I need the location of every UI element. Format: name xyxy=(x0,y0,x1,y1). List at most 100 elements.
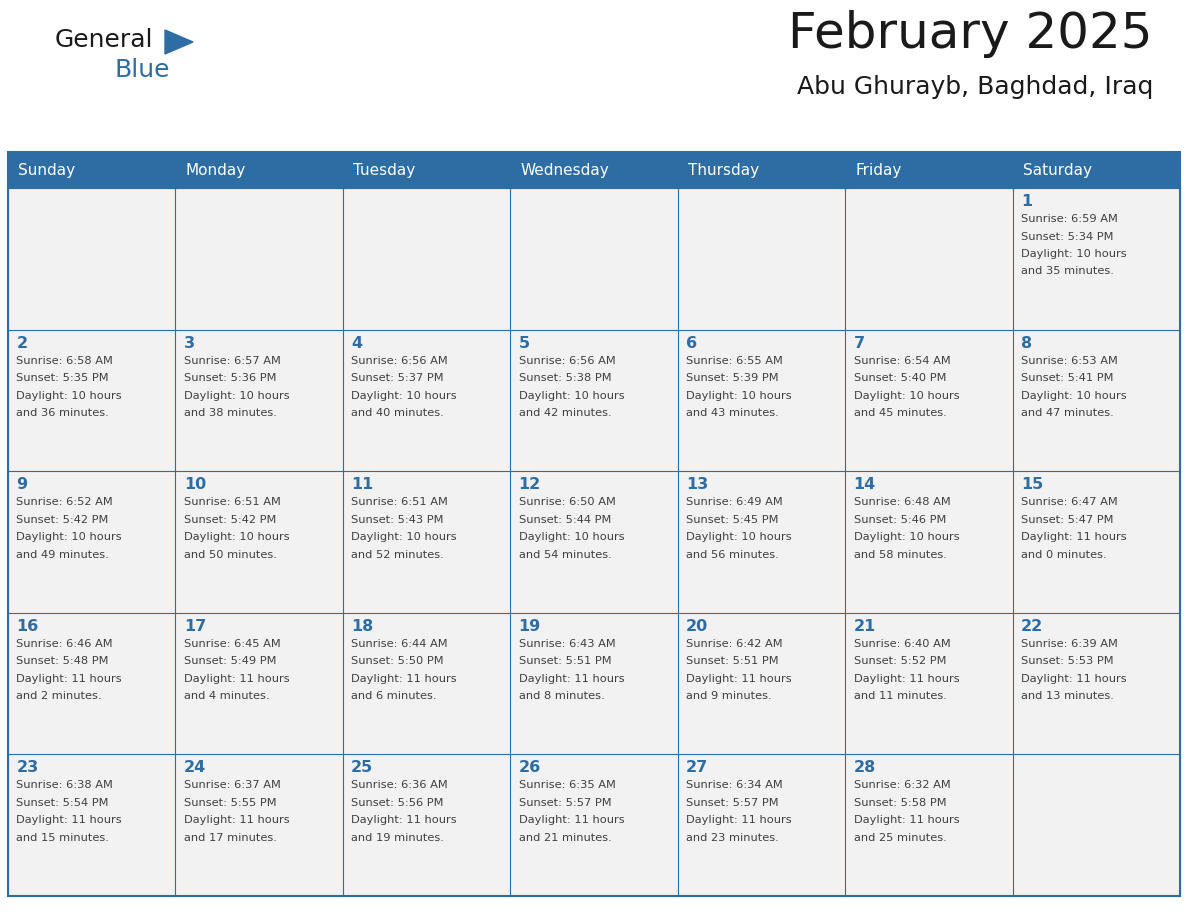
Bar xyxy=(8,613,176,755)
Text: 16: 16 xyxy=(17,619,39,633)
Text: 18: 18 xyxy=(352,619,373,633)
Text: Sunset: 5:39 PM: Sunset: 5:39 PM xyxy=(687,373,778,383)
Bar xyxy=(845,613,1012,755)
Text: 4: 4 xyxy=(352,336,362,351)
Bar xyxy=(1012,330,1180,471)
Text: Daylight: 11 hours: Daylight: 11 hours xyxy=(352,674,457,684)
Text: Sunset: 5:58 PM: Sunset: 5:58 PM xyxy=(853,798,946,808)
Bar xyxy=(176,755,343,896)
Text: and 38 minutes.: and 38 minutes. xyxy=(184,409,277,418)
Text: Daylight: 10 hours: Daylight: 10 hours xyxy=(1020,249,1126,259)
Text: Sunrise: 6:55 AM: Sunrise: 6:55 AM xyxy=(687,355,783,365)
Text: and 4 minutes.: and 4 minutes. xyxy=(184,691,270,701)
Text: Daylight: 10 hours: Daylight: 10 hours xyxy=(17,390,122,400)
Bar xyxy=(1012,188,1180,330)
Text: 23: 23 xyxy=(17,760,39,776)
Bar xyxy=(677,755,845,896)
Bar xyxy=(677,152,845,188)
Text: and 0 minutes.: and 0 minutes. xyxy=(1020,550,1106,560)
Text: 5: 5 xyxy=(519,336,530,351)
Text: Sunset: 5:48 PM: Sunset: 5:48 PM xyxy=(17,656,109,666)
Bar xyxy=(343,188,511,330)
Text: Daylight: 11 hours: Daylight: 11 hours xyxy=(687,815,791,825)
Text: and 52 minutes.: and 52 minutes. xyxy=(352,550,444,560)
Text: Thursday: Thursday xyxy=(688,162,759,177)
Bar xyxy=(176,152,343,188)
Text: and 40 minutes.: and 40 minutes. xyxy=(352,409,444,418)
Text: Sunrise: 6:40 AM: Sunrise: 6:40 AM xyxy=(853,639,950,649)
Text: and 54 minutes.: and 54 minutes. xyxy=(519,550,612,560)
Text: and 13 minutes.: and 13 minutes. xyxy=(1020,691,1114,701)
Text: Sunrise: 6:52 AM: Sunrise: 6:52 AM xyxy=(17,498,113,508)
Bar xyxy=(176,613,343,755)
Text: February 2025: February 2025 xyxy=(789,10,1154,58)
Text: and 6 minutes.: and 6 minutes. xyxy=(352,691,437,701)
Text: 6: 6 xyxy=(687,336,697,351)
Text: Sunset: 5:34 PM: Sunset: 5:34 PM xyxy=(1020,231,1113,241)
Text: Daylight: 11 hours: Daylight: 11 hours xyxy=(853,674,959,684)
Text: Sunrise: 6:45 AM: Sunrise: 6:45 AM xyxy=(184,639,280,649)
Text: Sunrise: 6:51 AM: Sunrise: 6:51 AM xyxy=(184,498,280,508)
Text: Daylight: 10 hours: Daylight: 10 hours xyxy=(184,532,290,543)
Text: Sunset: 5:52 PM: Sunset: 5:52 PM xyxy=(853,656,946,666)
Text: Sunset: 5:54 PM: Sunset: 5:54 PM xyxy=(17,798,109,808)
Text: 14: 14 xyxy=(853,477,876,492)
Text: Sunrise: 6:35 AM: Sunrise: 6:35 AM xyxy=(519,780,615,790)
Text: 27: 27 xyxy=(687,760,708,776)
Text: and 49 minutes.: and 49 minutes. xyxy=(17,550,109,560)
Text: Daylight: 11 hours: Daylight: 11 hours xyxy=(1020,674,1126,684)
Bar xyxy=(511,188,677,330)
Text: Daylight: 11 hours: Daylight: 11 hours xyxy=(17,815,122,825)
Text: 19: 19 xyxy=(519,619,541,633)
Text: Sunset: 5:51 PM: Sunset: 5:51 PM xyxy=(519,656,612,666)
Text: 3: 3 xyxy=(184,336,195,351)
Bar xyxy=(8,152,176,188)
Bar xyxy=(845,755,1012,896)
Text: and 11 minutes.: and 11 minutes. xyxy=(853,691,947,701)
Text: Saturday: Saturday xyxy=(1023,162,1092,177)
Text: 20: 20 xyxy=(687,619,708,633)
Text: and 2 minutes.: and 2 minutes. xyxy=(17,691,102,701)
Text: Daylight: 11 hours: Daylight: 11 hours xyxy=(184,674,290,684)
Text: and 25 minutes.: and 25 minutes. xyxy=(853,833,947,843)
Bar xyxy=(677,188,845,330)
Text: Sunrise: 6:46 AM: Sunrise: 6:46 AM xyxy=(17,639,113,649)
Text: Sunset: 5:45 PM: Sunset: 5:45 PM xyxy=(687,515,778,525)
Text: Sunset: 5:53 PM: Sunset: 5:53 PM xyxy=(1020,656,1113,666)
Bar xyxy=(343,613,511,755)
Text: Sunrise: 6:42 AM: Sunrise: 6:42 AM xyxy=(687,639,783,649)
Text: Sunrise: 6:38 AM: Sunrise: 6:38 AM xyxy=(17,780,113,790)
Text: Daylight: 10 hours: Daylight: 10 hours xyxy=(687,532,791,543)
Text: 13: 13 xyxy=(687,477,708,492)
Text: 22: 22 xyxy=(1020,619,1043,633)
Text: Daylight: 11 hours: Daylight: 11 hours xyxy=(1020,532,1126,543)
Text: Daylight: 10 hours: Daylight: 10 hours xyxy=(687,390,791,400)
Bar xyxy=(343,471,511,613)
Bar xyxy=(1012,755,1180,896)
Bar xyxy=(511,330,677,471)
Bar xyxy=(845,188,1012,330)
Text: Sunrise: 6:56 AM: Sunrise: 6:56 AM xyxy=(352,355,448,365)
Bar xyxy=(677,613,845,755)
Text: Sunrise: 6:56 AM: Sunrise: 6:56 AM xyxy=(519,355,615,365)
Text: 7: 7 xyxy=(853,336,865,351)
Bar xyxy=(343,755,511,896)
Bar xyxy=(1012,152,1180,188)
Text: Sunset: 5:55 PM: Sunset: 5:55 PM xyxy=(184,798,277,808)
Text: Friday: Friday xyxy=(855,162,902,177)
Text: Sunrise: 6:53 AM: Sunrise: 6:53 AM xyxy=(1020,355,1118,365)
Text: Sunrise: 6:34 AM: Sunrise: 6:34 AM xyxy=(687,780,783,790)
Text: 26: 26 xyxy=(519,760,541,776)
Text: and 47 minutes.: and 47 minutes. xyxy=(1020,409,1113,418)
Text: Sunrise: 6:58 AM: Sunrise: 6:58 AM xyxy=(17,355,113,365)
Text: General: General xyxy=(55,28,153,52)
Text: Wednesday: Wednesday xyxy=(520,162,609,177)
Polygon shape xyxy=(165,30,192,54)
Text: Sunset: 5:49 PM: Sunset: 5:49 PM xyxy=(184,656,277,666)
Text: Daylight: 11 hours: Daylight: 11 hours xyxy=(352,815,457,825)
Text: 10: 10 xyxy=(184,477,206,492)
Bar xyxy=(845,152,1012,188)
Bar xyxy=(343,152,511,188)
Text: Sunrise: 6:49 AM: Sunrise: 6:49 AM xyxy=(687,498,783,508)
Text: 9: 9 xyxy=(17,477,27,492)
